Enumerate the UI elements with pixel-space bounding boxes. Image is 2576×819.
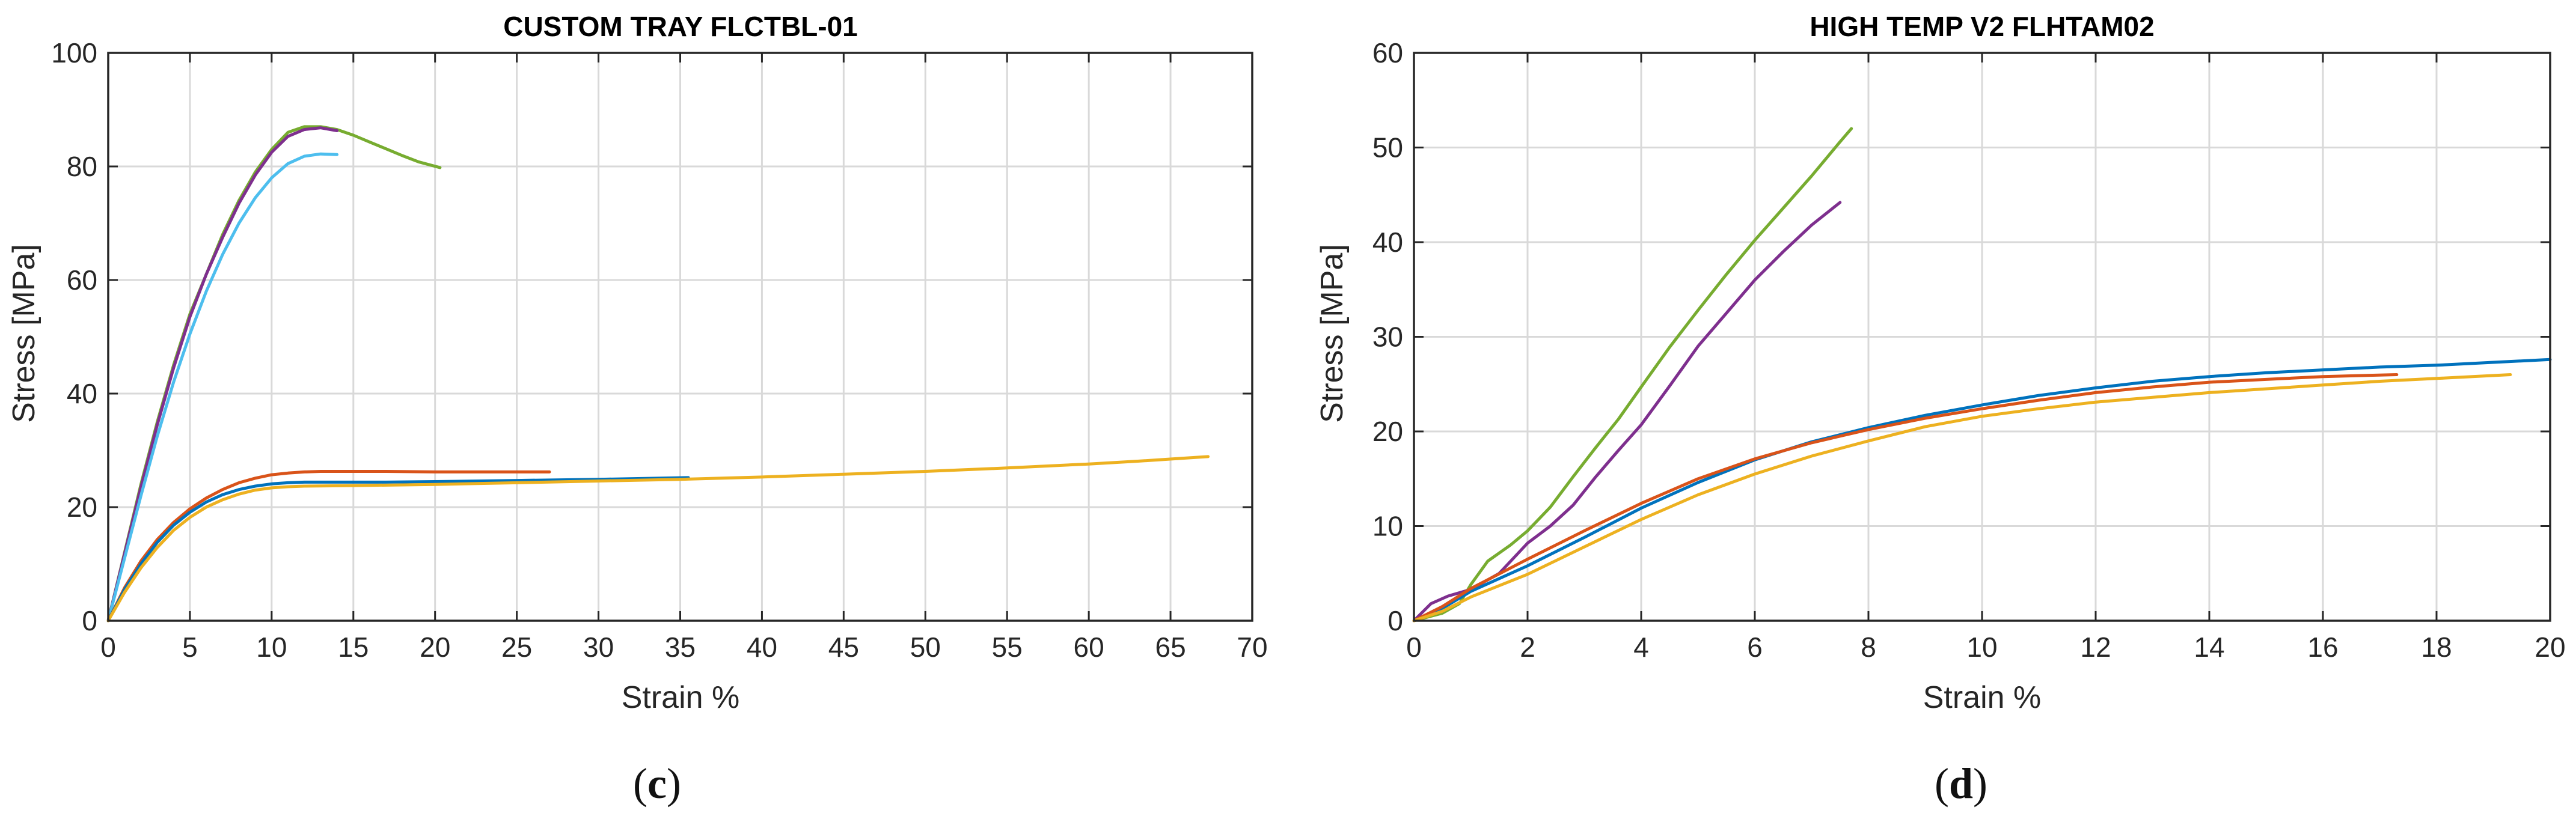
y-tick-label: 100 xyxy=(51,37,97,69)
y-tick-label: 20 xyxy=(1372,416,1403,447)
y-tick-label: 80 xyxy=(67,151,97,182)
series-group xyxy=(1412,127,2552,623)
y-tick-label: 50 xyxy=(1372,132,1403,163)
series-group xyxy=(106,125,1210,623)
x-tick-label: 10 xyxy=(1966,632,1997,663)
axes: 0 5 10 15 20 25 30 35 40 45 50 55 60 65 70 0 20 40 60 80 100 xyxy=(51,37,1267,663)
series-line-blue xyxy=(106,476,690,623)
x-tick-label: 5 xyxy=(182,632,198,663)
series-line-blue xyxy=(1412,358,2552,623)
x-tick-label: 0 xyxy=(100,632,116,663)
series-line-green xyxy=(1412,127,1853,623)
x-tick-label: 55 xyxy=(992,632,1023,663)
y-tick-label: 30 xyxy=(1372,321,1403,353)
x-axis-label: Strain % xyxy=(622,680,740,715)
panel-label-letter: d xyxy=(1949,760,1973,808)
x-tick-label: 0 xyxy=(1406,632,1422,663)
x-axis-label: Strain % xyxy=(1923,680,2042,715)
x-tick-label: 16 xyxy=(2307,632,2338,663)
panel-label: (c) xyxy=(633,760,681,808)
y-axis-label: Stress [MPa] xyxy=(7,244,41,423)
x-tick-label: 15 xyxy=(338,632,369,663)
chart-title: HIGH TEMP V2 FLHTAM02 xyxy=(1810,11,2154,42)
x-tick-label: 40 xyxy=(747,632,777,663)
y-tick-label: 0 xyxy=(1387,605,1403,636)
y-axis-label: Stress [MPa] xyxy=(1315,244,1350,423)
x-tick-label: 35 xyxy=(665,632,696,663)
series-line-purple xyxy=(1412,201,1842,623)
x-tick-label: 60 xyxy=(1074,632,1104,663)
panel-label: (d) xyxy=(1935,760,1987,808)
series-line-orange xyxy=(106,470,551,623)
y-tick-label: 10 xyxy=(1372,511,1403,542)
x-tick-label: 20 xyxy=(420,632,450,663)
x-tick-label: 10 xyxy=(256,632,287,663)
x-tick-label: 6 xyxy=(1747,632,1763,663)
series-line-orange xyxy=(1412,373,2399,623)
y-tick-label: 60 xyxy=(67,264,97,296)
x-tick-label: 50 xyxy=(910,632,941,663)
axes: 0 2 4 6 8 10 12 14 16 18 20 0 10 20 30 40 50 60 xyxy=(1372,37,2566,663)
series-line-purple xyxy=(106,126,339,623)
x-tick-label: 18 xyxy=(2421,632,2452,663)
grid xyxy=(1414,53,2550,621)
x-tick-label: 12 xyxy=(2080,632,2111,663)
y-tick-label: 40 xyxy=(1372,227,1403,258)
series-line-cyan xyxy=(106,152,339,623)
x-tick-label: 14 xyxy=(2194,632,2224,663)
x-tick-label: 30 xyxy=(583,632,614,663)
panel-label-letter: c xyxy=(647,760,667,808)
x-tick-label: 20 xyxy=(2535,632,2565,663)
y-tick-label: 0 xyxy=(82,605,97,636)
y-tick-label: 20 xyxy=(67,492,97,523)
chart-panel-d: HIGH TEMP V2 FLHTAM02 Strain % Stress [M… xyxy=(1315,11,2566,808)
x-tick-label: 4 xyxy=(1633,632,1649,663)
series-line-yellow xyxy=(106,455,1210,623)
x-tick-label: 70 xyxy=(1237,632,1267,663)
grid xyxy=(108,53,1252,621)
y-tick-label: 60 xyxy=(1372,37,1403,69)
chart-title: CUSTOM TRAY FLCTBL-01 xyxy=(503,11,858,42)
chart-panel-c: CUSTOM TRAY FLCTBL-01 Strain % Stress [M… xyxy=(7,11,1268,808)
series-line-yellow xyxy=(1412,373,2512,623)
x-tick-label: 45 xyxy=(828,632,859,663)
x-tick-label: 2 xyxy=(1520,632,1535,663)
x-tick-label: 8 xyxy=(1861,632,1876,663)
y-tick-label: 40 xyxy=(67,378,97,409)
x-tick-label: 65 xyxy=(1155,632,1186,663)
x-tick-label: 25 xyxy=(501,632,532,663)
